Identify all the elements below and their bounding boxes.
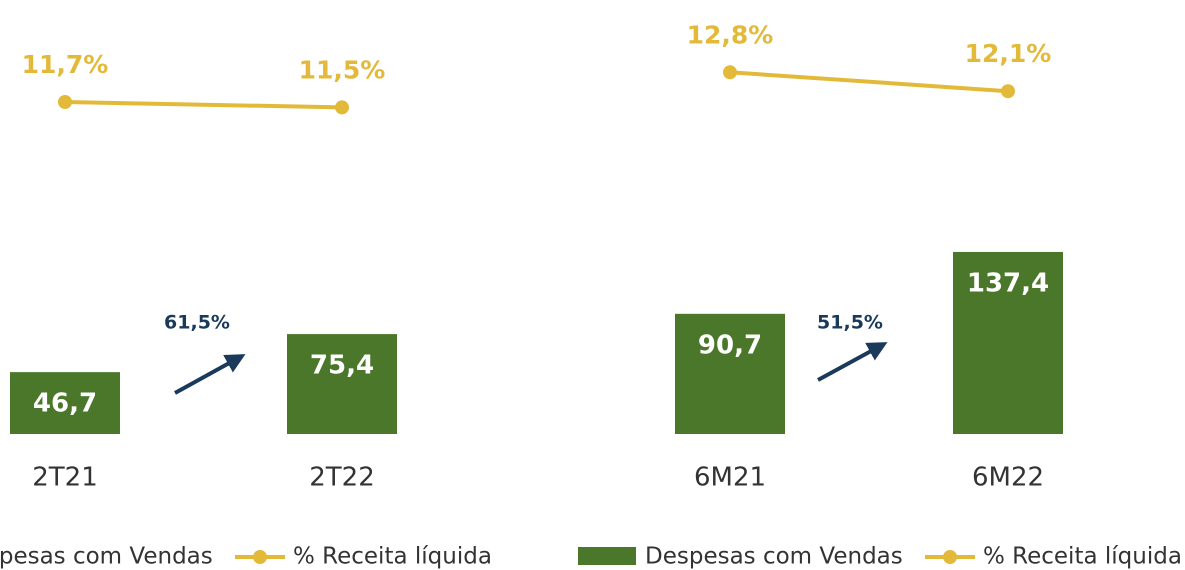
bar [10, 372, 120, 434]
bar [953, 251, 1063, 434]
legend-swatch [253, 550, 267, 564]
growth-arrow [174, 354, 246, 395]
x-tick-label: 6M21 [694, 463, 766, 493]
line-point [723, 65, 737, 80]
legend-swatch [943, 550, 957, 564]
line-value-label: 12,8% [687, 20, 774, 49]
x-tick-label: 2T21 [32, 463, 98, 493]
growth-arrow [817, 342, 888, 382]
growth-annotation: 51,5% [817, 312, 883, 334]
bar-value-label: 75,4 [310, 351, 374, 381]
line [64, 100, 343, 110]
x-tick-label: 6M22 [972, 463, 1044, 493]
x-tick-label: 2T22 [309, 463, 375, 493]
legend-label: % Receita líquida [983, 544, 1182, 570]
growth-annotation: 61,5% [164, 312, 230, 334]
line-value-label: 11,7% [22, 50, 109, 79]
line-value-label: 11,5% [299, 55, 386, 84]
line [729, 70, 1009, 94]
line-point [335, 100, 349, 115]
legend-label: Despesas com Vendas [0, 544, 213, 570]
bar-value-label: 90,7 [698, 330, 762, 360]
legend-swatch [578, 547, 636, 565]
bar-value-label: 46,7 [33, 389, 97, 419]
bar-value-label: 137,4 [967, 268, 1049, 298]
line-value-label: 12,1% [965, 39, 1052, 68]
legend-label: % Receita líquida [293, 544, 492, 570]
legend-label: Despesas com Vendas [645, 544, 903, 570]
bar [287, 334, 397, 434]
bar [675, 313, 785, 434]
line-point [1001, 84, 1015, 99]
line-point [58, 95, 72, 109]
